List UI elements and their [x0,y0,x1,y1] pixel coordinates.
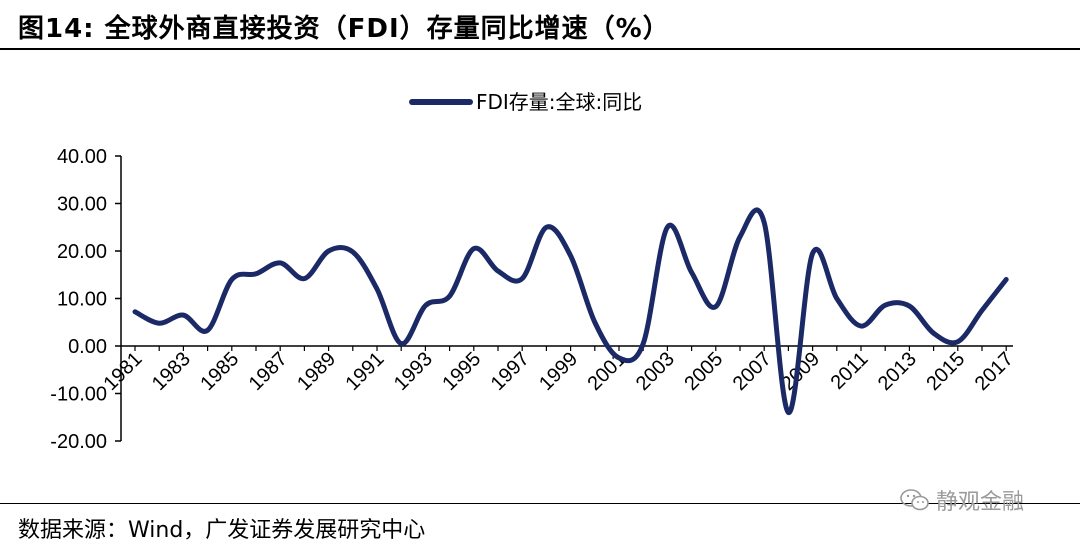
wechat-icon [900,489,929,511]
y-tick-label: -20.00 [50,431,107,453]
source-note: 数据来源：Wind，广发证券发展研究中心 [18,518,426,543]
line-chart: FDI存量:全球:同比 40.00 30.00 20.00 10.00 0.00 -10.… [50,90,1018,453]
y-axis-ticks: 40.00 30.00 20.00 10.00 0.00 -10.00 -20.00 [50,146,121,453]
x-tick-label: 2007 [729,348,776,395]
x-tick-label: 1987 [245,348,292,395]
y-tick-label: -10.00 [50,384,107,406]
x-tick-label: 2015 [922,348,969,395]
x-tick-label: 1989 [293,348,340,395]
x-tick-label: 1985 [196,348,243,395]
x-tick-label: 2017 [971,348,1018,395]
footer-rule [0,503,1080,504]
watermark-text: 静观金融 [936,490,1025,515]
series-layer [132,207,1009,416]
x-tick-label: 1997 [487,348,534,395]
figure-title: 图14: 全球外商直接投资（FDI）存量同比增速（%） [18,14,670,44]
x-tick-label: 2011 [827,348,873,394]
x-tick-label: 1999 [535,348,582,395]
y-tick-label: 0.00 [68,336,107,358]
y-tick-label: 30.00 [57,194,107,216]
x-tick-label: 1993 [390,348,437,395]
x-tick-label: 2013 [874,348,921,395]
watermark: 静观金融 [900,484,1024,516]
x-tick-label: 1991 [342,348,389,395]
y-tick-label: 40.00 [57,146,107,168]
x-tick-label: 2005 [680,348,727,395]
title-rule [0,48,1080,50]
x-tick-label: 1995 [438,348,485,395]
axes [120,156,1013,441]
y-tick-label: 10.00 [57,289,107,311]
x-tick-label: 2001 [584,348,631,395]
legend: FDI存量:全球:同比 [409,90,642,114]
x-axis-ticks: 1981 1983 1985 1987 1989 1991 1993 1995 1997 1999… [100,346,1018,395]
x-tick-label: 1983 [148,348,195,395]
y-tick-label: 20.00 [57,241,107,263]
legend-label: FDI存量:全球:同比 [476,90,642,114]
